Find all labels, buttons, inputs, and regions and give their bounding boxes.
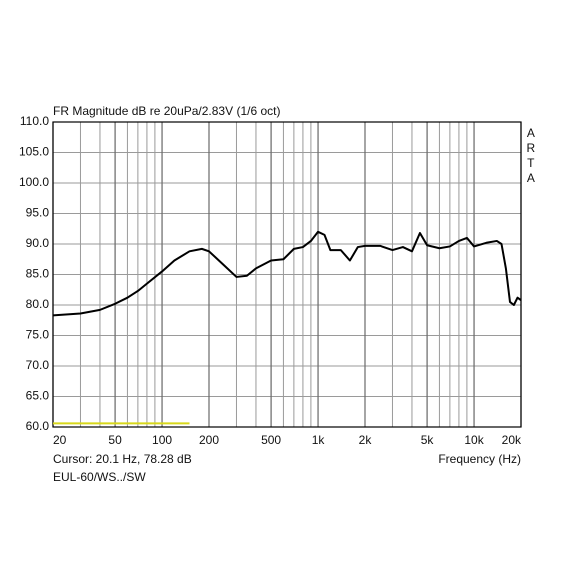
y-tick-label: 85.0 bbox=[26, 267, 50, 281]
y-tick-label: 70.0 bbox=[26, 358, 50, 372]
y-tick-label: 105.0 bbox=[19, 145, 49, 159]
cursor-readout: Cursor: 20.1 Hz, 78.28 dB bbox=[53, 452, 192, 466]
x-tick-label: 5k bbox=[421, 433, 435, 447]
x-axis-label: Frequency (Hz) bbox=[438, 452, 521, 466]
x-tick-label: 100 bbox=[152, 433, 172, 447]
y-tick-label: 110.0 bbox=[20, 114, 49, 128]
x-tick-label: 1k bbox=[312, 433, 326, 447]
x-tick-label: 20 bbox=[53, 433, 67, 447]
x-tick-label: 20k bbox=[502, 433, 522, 447]
x-tick-label: 10k bbox=[464, 433, 484, 447]
watermark: ARTA bbox=[524, 126, 538, 186]
file-label: EUL-60/WS../SW bbox=[53, 470, 146, 484]
fr-curve bbox=[52, 230, 522, 317]
plot-frame bbox=[52, 121, 522, 428]
y-tick-label: 65.0 bbox=[26, 389, 50, 403]
x-tick-label: 50 bbox=[108, 433, 122, 447]
y-tick-label: 60.0 bbox=[26, 419, 50, 433]
y-tick-label: 90.0 bbox=[26, 236, 50, 250]
y-tick-label: 95.0 bbox=[26, 206, 50, 220]
x-tick-label: 200 bbox=[199, 433, 219, 447]
y-tick-label: 100.0 bbox=[19, 175, 49, 189]
y-tick-label: 80.0 bbox=[26, 297, 50, 311]
x-tick-label: 500 bbox=[261, 433, 281, 447]
x-tick-label: 2k bbox=[359, 433, 373, 447]
chart-title: FR Magnitude dB re 20uPa/2.83V (1/6 oct) bbox=[53, 104, 280, 118]
y-tick-label: 75.0 bbox=[26, 328, 50, 342]
